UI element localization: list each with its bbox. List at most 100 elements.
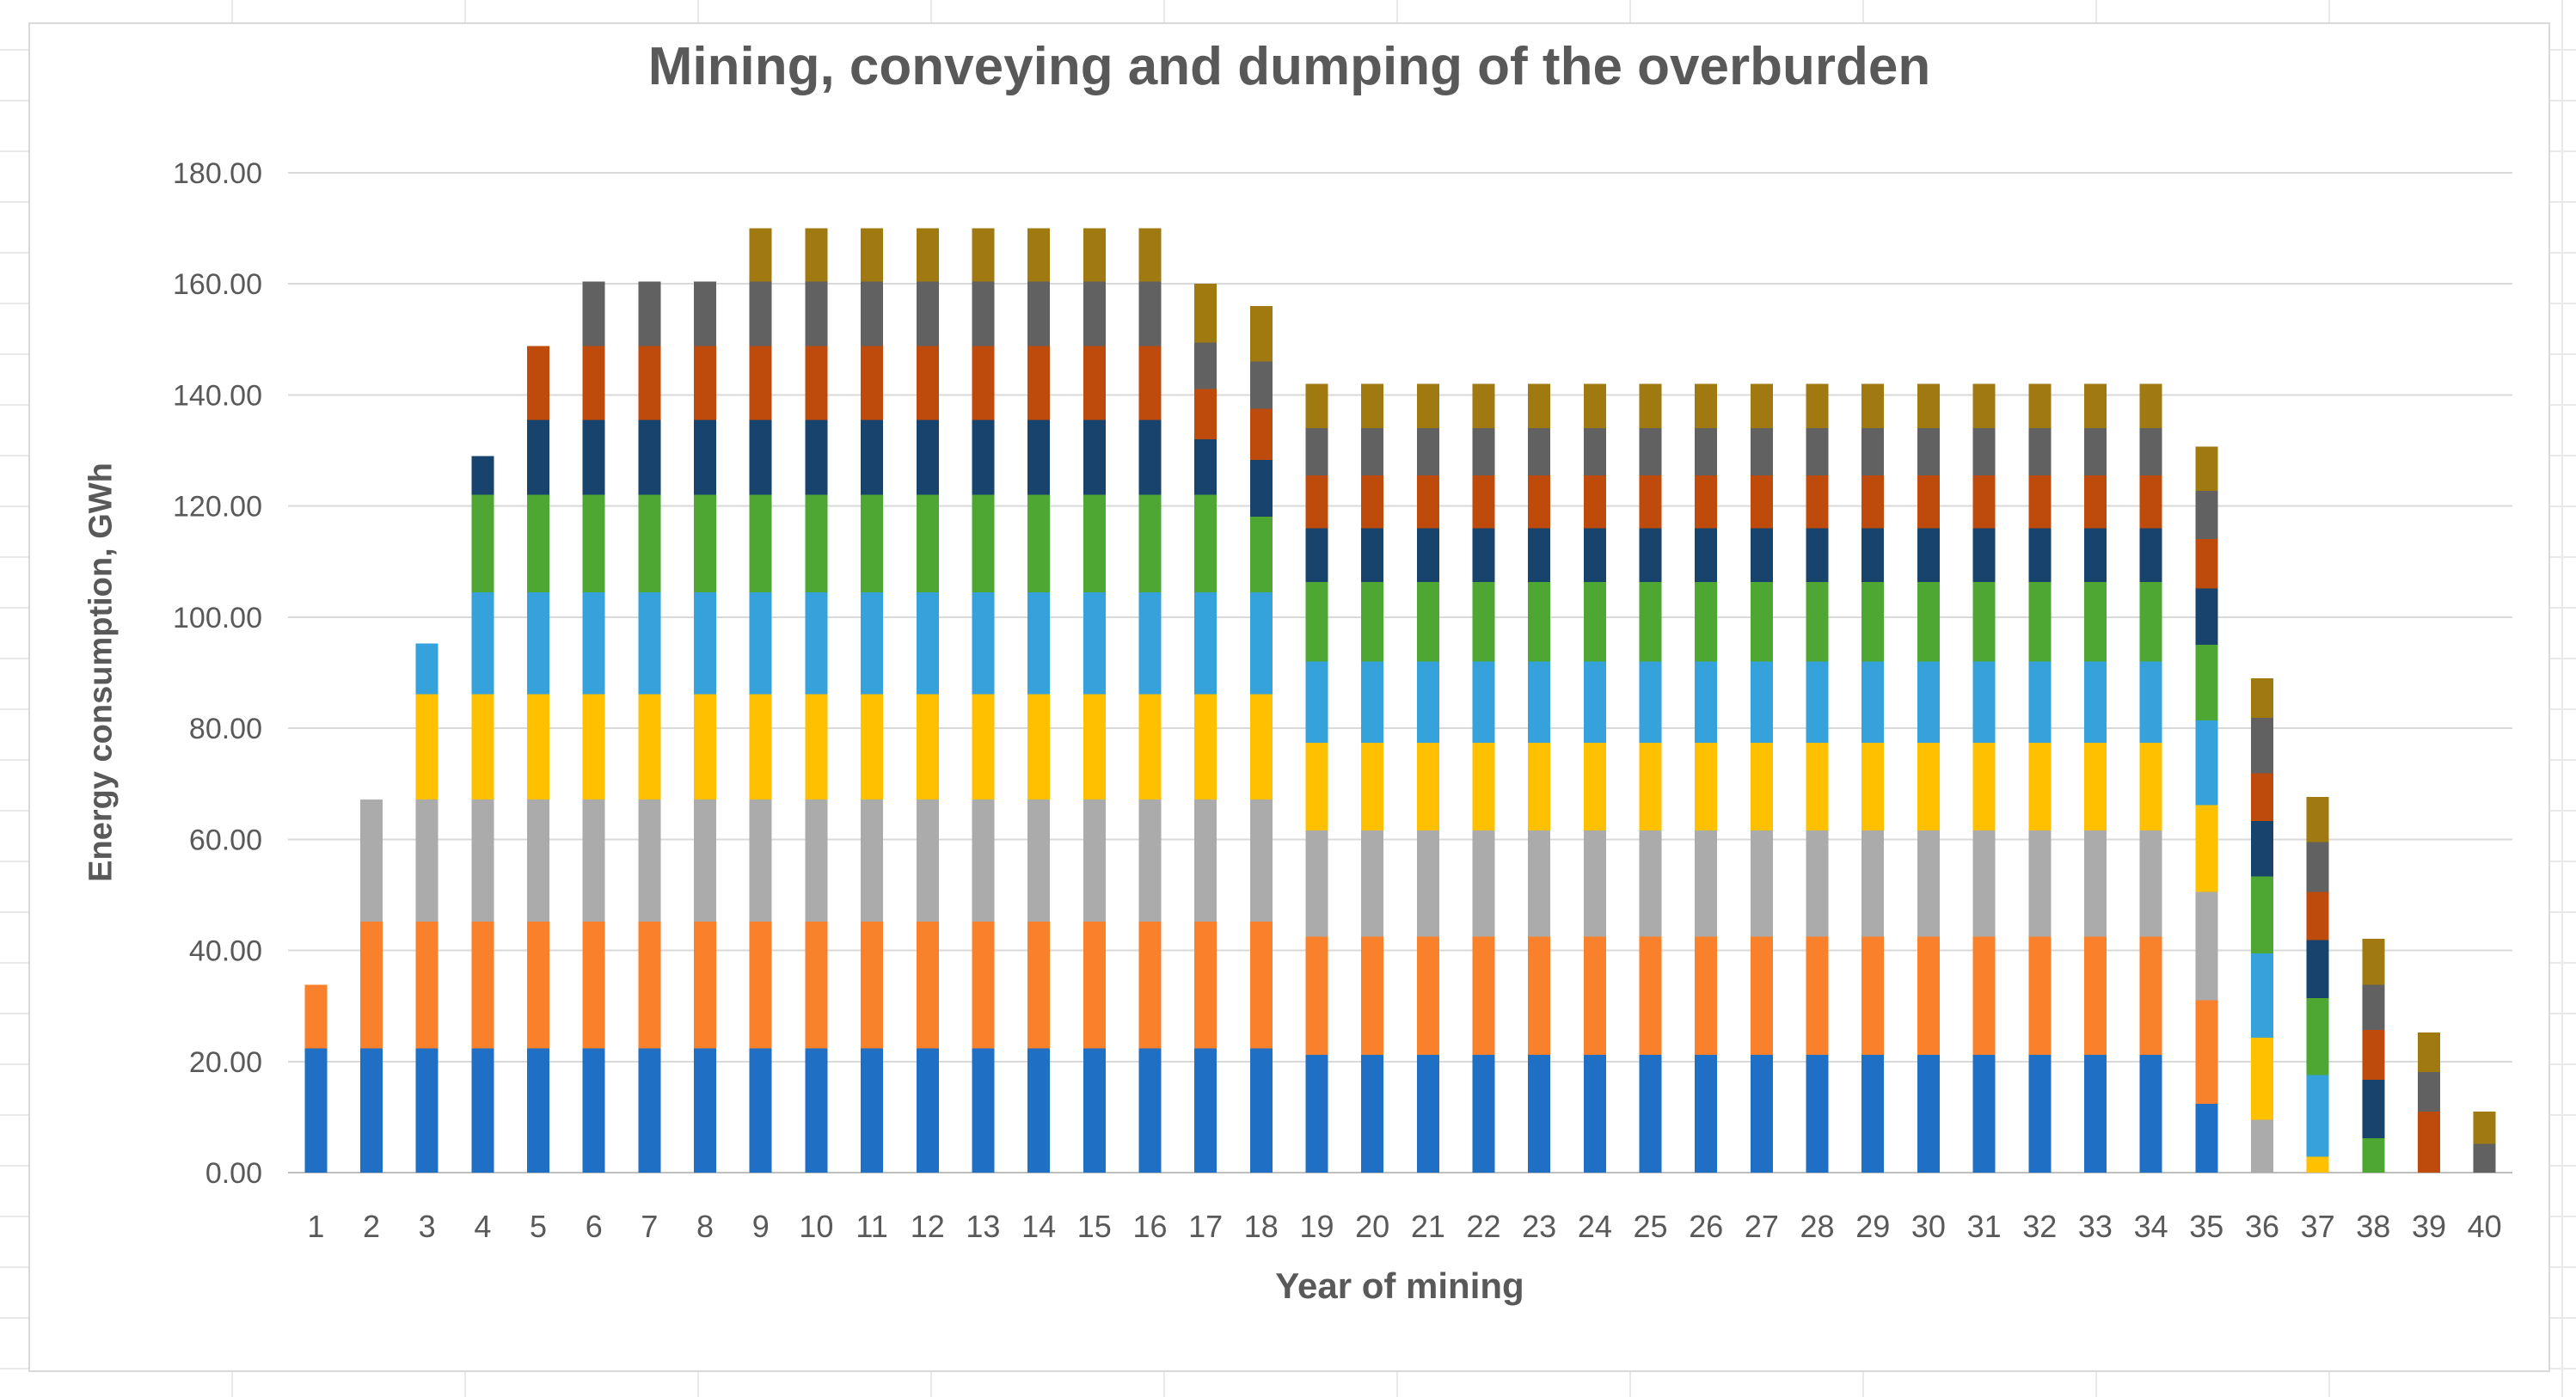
bar-segment-year18-series7	[1249, 460, 1273, 517]
bar-segment-year25-series2	[1639, 936, 1662, 1055]
bar-segment-year24-series1	[1583, 1055, 1606, 1173]
bar-segment-year31-series9	[1972, 428, 1996, 476]
bar-segment-year12-series7	[916, 420, 939, 495]
bar-segment-year18-series6	[1249, 516, 1273, 592]
bar-segment-year11-series4	[861, 694, 884, 800]
bar-segment-year7-series5	[638, 591, 661, 695]
bar-segment-year32-series1	[2028, 1055, 2052, 1173]
x-tick-label-2: 2	[363, 1209, 380, 1244]
bar-segment-year33-series6	[2083, 582, 2107, 662]
bar-segment-year22-series9	[1472, 428, 1495, 476]
bar-segment-year18-series9	[1249, 361, 1273, 409]
bar-segment-year27-series9	[1750, 428, 1773, 476]
bar-segment-year11-series3	[861, 799, 884, 922]
bar-segment-year28-series10	[1806, 383, 1829, 429]
bar-segment-year30-series5	[1917, 661, 1940, 743]
bar-segment-year25-series1	[1639, 1055, 1662, 1173]
bar-segment-year37-series6	[2306, 998, 2329, 1075]
bar-segment-year26-series2	[1695, 936, 1718, 1055]
bar-segment-year5-series1	[527, 1048, 549, 1173]
x-tick-label-23: 23	[1522, 1209, 1556, 1244]
bar-segment-year31-series8	[1972, 475, 1996, 529]
bar-segment-year5-series5	[527, 591, 549, 695]
bar-segment-year37-series10	[2306, 797, 2329, 842]
bar-segment-year20-series4	[1361, 742, 1384, 830]
bar-segment-year16-series2	[1138, 922, 1162, 1049]
bar-segment-year37-series7	[2306, 940, 2329, 999]
bar-segment-year9-series4	[749, 694, 772, 800]
bar-segment-year36-series3	[2251, 1119, 2273, 1173]
bar-segment-year28-series1	[1806, 1055, 1829, 1173]
bar-segment-year33-series10	[2083, 383, 2107, 429]
bar-segment-year23-series1	[1528, 1055, 1551, 1173]
bar-segment-year21-series8	[1416, 475, 1439, 529]
bar-segment-year20-series7	[1361, 528, 1384, 583]
bar-segment-year30-series10	[1917, 383, 1940, 429]
bar-segment-year9-series8	[749, 346, 772, 420]
bar-segment-year20-series6	[1361, 582, 1384, 662]
bar-segment-year5-series3	[527, 799, 549, 922]
bar-segment-year22-series10	[1472, 383, 1495, 429]
chart-area: Mining, conveying and dumping of the ove…	[28, 22, 2550, 1372]
bar-segment-year24-series3	[1583, 830, 1606, 937]
x-tick-label-33: 33	[2078, 1209, 2113, 1244]
bar-segment-year16-series5	[1138, 591, 1162, 695]
bar-segment-year21-series10	[1416, 383, 1439, 429]
bar-segment-year30-series1	[1917, 1055, 1940, 1173]
bar-segment-year11-series8	[861, 346, 884, 420]
bar-segment-year32-series10	[2028, 383, 2052, 429]
bar-segment-year21-series3	[1416, 830, 1439, 937]
bar-segment-year23-series6	[1528, 582, 1551, 662]
bar-segment-year33-series2	[2083, 936, 2107, 1055]
bar-segment-year14-series7	[1027, 420, 1051, 495]
bar-segment-year6-series3	[582, 799, 605, 922]
bar-segment-year8-series5	[694, 591, 717, 695]
bar-segment-year12-series5	[916, 591, 939, 695]
bar-segment-year33-series4	[2083, 742, 2107, 830]
x-tick-label-3: 3	[419, 1209, 436, 1244]
bar-segment-year16-series9	[1138, 281, 1162, 346]
bar-segment-year21-series2	[1416, 936, 1439, 1055]
x-tick-label-18: 18	[1244, 1209, 1279, 1244]
bar-segment-year34-series9	[2139, 428, 2162, 476]
bar-segment-year39-series10	[2418, 1032, 2440, 1073]
bar-segment-year16-series3	[1138, 799, 1162, 922]
bar-segment-year34-series10	[2139, 383, 2162, 429]
bar-segment-year19-series9	[1305, 428, 1328, 476]
bar-segment-year38-series9	[2362, 984, 2385, 1030]
bar-segment-year14-series4	[1027, 694, 1051, 800]
bar-segment-year32-series2	[2028, 936, 2052, 1055]
bar-segment-year32-series8	[2028, 475, 2052, 529]
bar-segment-year11-series9	[861, 281, 884, 346]
bar-segment-year12-series8	[916, 346, 939, 420]
bar-segment-year34-series3	[2139, 830, 2162, 937]
bar-segment-year14-series1	[1027, 1048, 1051, 1173]
bar-segment-year13-series1	[972, 1048, 995, 1173]
x-tick-label-24: 24	[1578, 1209, 1612, 1244]
bar-segment-year16-series6	[1138, 494, 1162, 592]
bar-segment-year33-series3	[2083, 830, 2107, 937]
x-tick-label-30: 30	[1911, 1209, 1946, 1244]
bar-segment-year19-series6	[1305, 582, 1328, 662]
bar-segment-year33-series9	[2083, 428, 2107, 476]
x-tick-label-34: 34	[2134, 1209, 2168, 1244]
bar-segment-year28-series4	[1806, 742, 1829, 830]
bar-segment-year35-series9	[2195, 491, 2218, 539]
bar-segment-year31-series10	[1972, 383, 1996, 429]
bar-segment-year34-series1	[2139, 1055, 2162, 1173]
bar-segment-year33-series7	[2083, 528, 2107, 583]
x-tick-label-11: 11	[856, 1209, 887, 1244]
bar-segment-year40-series9	[2473, 1143, 2496, 1173]
bar-segment-year24-series2	[1583, 936, 1606, 1055]
x-tick-label-22: 22	[1466, 1209, 1500, 1244]
bar-segment-year13-series2	[972, 922, 995, 1049]
bar-segment-year37-series9	[2306, 842, 2329, 892]
bar-segment-year31-series2	[1972, 936, 1996, 1055]
bar-segment-year8-series4	[694, 694, 717, 800]
x-tick-label-9: 9	[752, 1209, 770, 1244]
bar-segment-year10-series5	[805, 591, 828, 695]
bar-segment-year21-series5	[1416, 661, 1439, 743]
bar-segment-year32-series6	[2028, 582, 2052, 662]
bar-segment-year13-series5	[972, 591, 995, 695]
bar-segment-year7-series1	[638, 1048, 661, 1173]
